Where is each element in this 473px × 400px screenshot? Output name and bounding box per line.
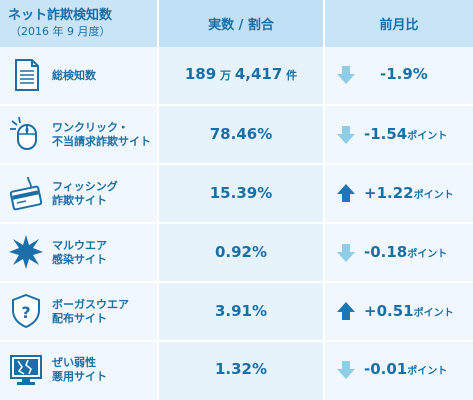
row-change: -1.54ポイント — [334, 106, 473, 163]
row-divider — [0, 222, 473, 224]
row-value: 15.39% — [209, 184, 273, 202]
row-change: -0.18ポイント — [334, 224, 473, 281]
row-divider — [0, 104, 473, 106]
table-title: ネット詐欺検知数 — [8, 8, 113, 23]
malware-burst-icon — [8, 234, 44, 270]
row-change: +0.51ポイント — [334, 283, 473, 340]
header-value: 実数 / 割合 — [159, 0, 323, 47]
table-period: （2016 年 9 月度） — [10, 25, 111, 38]
row-value: 78.46% — [209, 125, 273, 143]
header-value-label: 実数 / 割合 — [208, 18, 274, 33]
row-change: +1.22ポイント — [334, 165, 473, 222]
row-value: 189 万 4,417 件 — [184, 65, 298, 83]
svg-text:?: ? — [21, 303, 30, 322]
row-label: ボーガスウエア 配布サイト — [52, 298, 129, 325]
table-row: ワンクリック・ 不当請求詐欺サイト 78.46% -1.54ポイント — [0, 106, 473, 163]
row-label: ぜい弱性 悪用サイト — [52, 356, 107, 383]
table-row: フィッシング 詐欺サイト 15.39% +1.22ポイント — [0, 165, 473, 222]
row-divider — [0, 163, 473, 165]
row-label: 総検知数 — [52, 69, 96, 82]
row-divider — [0, 340, 473, 342]
row-divider — [0, 281, 473, 283]
row-value: 3.91% — [214, 302, 268, 320]
vulnerable-monitor-icon — [8, 352, 44, 388]
header-change: 前月比 — [325, 0, 473, 47]
row-label: フィッシング 詐欺サイト — [52, 180, 118, 207]
header-category: ネット詐欺検知数 （2016 年 9 月度） — [0, 0, 157, 47]
table-row: ぜい弱性 悪用サイト 1.32% -0.01ポイント — [0, 342, 473, 400]
mouse-click-icon — [8, 115, 44, 151]
row-change: -0.01ポイント — [334, 342, 473, 400]
header-change-label: 前月比 — [379, 18, 419, 33]
arrow-down-icon — [337, 66, 355, 84]
arrow-down-icon — [337, 244, 355, 262]
row-value: 1.32% — [214, 360, 268, 378]
arrow-down-icon — [337, 361, 355, 379]
table-row: ? ボーガスウエア 配布サイト 3.91% +0.51ポイント — [0, 283, 473, 340]
fake-security-shield-icon: ? — [8, 293, 44, 329]
row-label: マルウエア 感染サイト — [52, 239, 107, 266]
arrow-up-icon — [337, 184, 355, 202]
phishing-card-icon — [8, 175, 44, 211]
document-icon — [8, 57, 44, 93]
table-row: 総検知数 189 万 4,417 件 -1.9% — [0, 47, 473, 104]
column-value-bg — [159, 0, 323, 400]
table-row: マルウエア 感染サイト 0.92% -0.18ポイント — [0, 224, 473, 281]
row-change: -1.9% — [334, 47, 473, 104]
arrow-up-icon — [337, 302, 355, 320]
arrow-down-icon — [337, 126, 355, 144]
row-label: ワンクリック・ 不当請求詐欺サイト — [52, 121, 151, 148]
row-value: 0.92% — [214, 243, 268, 261]
